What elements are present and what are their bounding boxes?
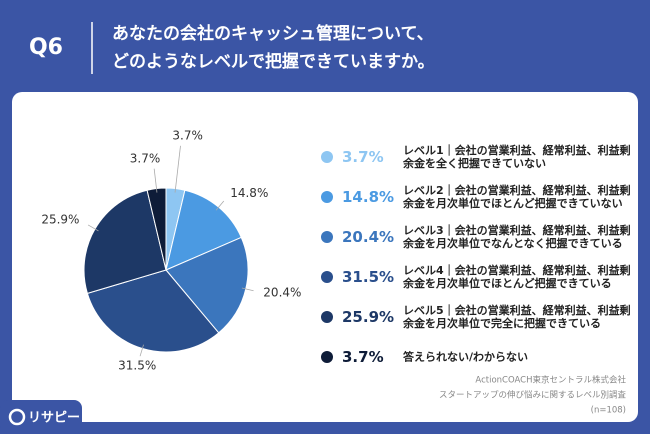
question: Q6 <box>29 35 63 60</box>
legend-value: 25.9% <box>342 308 395 326</box>
source: (n=108) <box>591 406 626 416</box>
legend-dot <box>321 271 333 283</box>
legend-value: 3.7% <box>342 148 384 166</box>
legend-value: 14.8% <box>342 188 395 206</box>
data-label: 31.5% <box>118 358 156 372</box>
legend-value: 31.5% <box>342 268 395 286</box>
legend-label: レベル1｜会社の営業利益、経常利益、利益剰余金を全く把握できていない <box>403 144 631 170</box>
legend-dot <box>321 311 333 323</box>
legend-value: 20.4% <box>342 228 395 246</box>
data-label: 3.7% <box>172 128 203 142</box>
legend-dot <box>321 351 333 363</box>
title-line: どのようなレベルで把握できていますか。 <box>112 51 435 72</box>
leader-line <box>153 168 158 193</box>
legend-label: レベル4｜会社の営業利益、経常利益、利益剰余金を月次単位でほとんど把握できている <box>403 264 631 290</box>
brand: リサピー <box>28 411 80 426</box>
legend-label: レベル5｜会社の営業利益、経常利益、利益剰余金を月次単位で完全に把握できている <box>403 304 631 330</box>
legend-dot <box>321 151 333 163</box>
legend-dot <box>321 231 333 243</box>
legend-value: 3.7% <box>342 348 384 366</box>
leader-line <box>87 224 99 232</box>
data-label: 3.7% <box>130 151 161 165</box>
leader-line <box>139 344 144 357</box>
title-line: あなたの会社のキャッシュ管理について、 <box>112 23 434 44</box>
leader-line <box>241 287 254 292</box>
legend-dot <box>321 191 333 203</box>
legend-label: 答えられない/わからない <box>403 350 529 364</box>
legend-label: レベル3｜会社の営業利益、経常利益、利益剰余金を月次単位でなんとなく把握できてい… <box>403 224 631 250</box>
brand-bg <box>0 400 82 434</box>
source: スタートアップの伸び悩みに関するレベル別調査 <box>439 390 627 401</box>
leader-line <box>174 145 181 193</box>
leader-line <box>215 200 225 211</box>
brand-icon <box>8 408 26 426</box>
data-label: 25.9% <box>41 212 79 226</box>
legend-label: レベル2｜会社の営業利益、経常利益、利益剰余金を月次単位でほとんど把握できていな… <box>403 184 631 210</box>
data-label: 14.8% <box>230 186 268 200</box>
data-label: 20.4% <box>263 286 301 300</box>
source: ActionCOACH東京セントラル株式会社 <box>475 375 626 386</box>
